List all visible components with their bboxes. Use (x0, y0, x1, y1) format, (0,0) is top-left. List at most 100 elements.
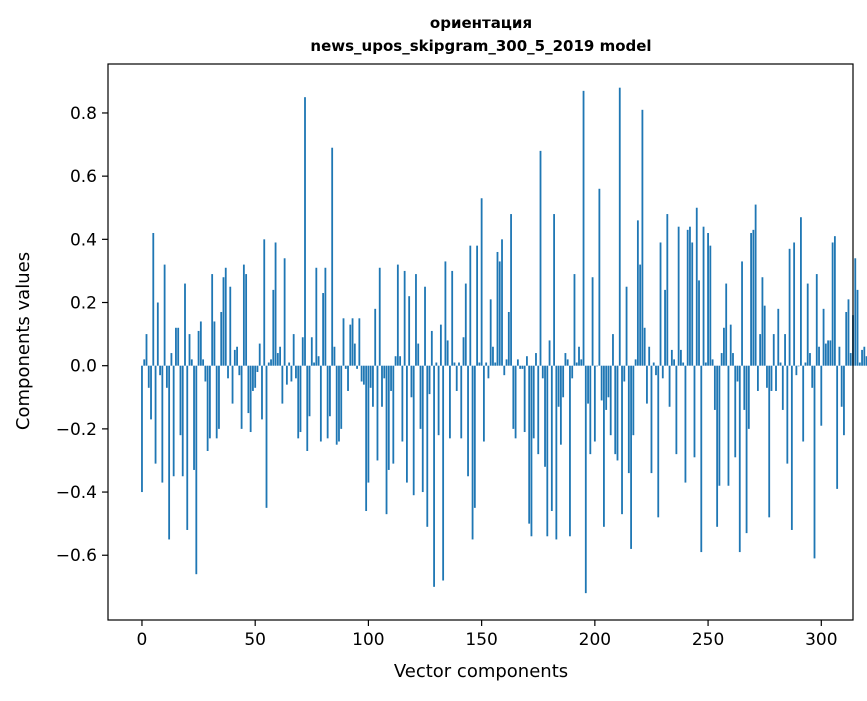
bar-109 (387, 365, 390, 470)
bar-13 (170, 353, 173, 366)
bar-264 (738, 365, 741, 553)
bar-219 (636, 220, 639, 366)
bar-24 (195, 365, 198, 575)
bar-139 (455, 365, 458, 391)
bar-40 (231, 365, 234, 404)
bar-27 (202, 359, 205, 366)
bar-102 (372, 365, 374, 407)
bar-188 (566, 359, 569, 366)
bar-141 (460, 365, 463, 439)
bar-216 (630, 365, 632, 549)
bar-319 (863, 346, 866, 366)
bar-18 (181, 365, 184, 477)
bar-129 (433, 365, 435, 587)
bar-222 (643, 327, 646, 366)
bar-49 (252, 365, 254, 391)
y-tick-label: 0.6 (70, 167, 97, 187)
bar-269 (750, 233, 752, 366)
bar-179 (546, 365, 549, 537)
bar-243 (691, 242, 694, 366)
bar-62 (281, 365, 284, 404)
bar-294 (806, 283, 809, 366)
bar-155 (492, 346, 494, 366)
bar-167 (519, 365, 522, 369)
bar-125 (424, 286, 426, 366)
bar-51 (256, 365, 259, 373)
bar-255 (718, 365, 721, 486)
bar-2 (145, 334, 148, 366)
bar-45 (242, 264, 245, 366)
bar-123 (419, 365, 422, 429)
bar-318 (861, 349, 863, 366)
bar-5 (152, 233, 155, 366)
bar-261 (732, 353, 734, 366)
bar-107 (383, 365, 386, 379)
bar-277 (768, 365, 771, 518)
bar-246 (698, 280, 700, 366)
bar-200 (593, 365, 596, 442)
bar-161 (505, 359, 508, 366)
bar-226 (652, 362, 655, 366)
bar-289 (795, 365, 798, 376)
bar-114 (399, 356, 402, 366)
bar-105 (378, 267, 381, 366)
bar-163 (510, 214, 512, 366)
bar-308 (838, 346, 841, 366)
bar-242 (689, 226, 691, 366)
bar-80 (322, 293, 325, 366)
bar-145 (469, 245, 472, 366)
bar-310 (843, 365, 845, 436)
x-tick-label: 50 (244, 630, 266, 650)
bar-95 (356, 365, 358, 369)
bar-288 (793, 242, 796, 366)
bar-134 (444, 261, 447, 366)
bar-100 (367, 365, 370, 483)
bar-239 (682, 362, 685, 366)
bar-143 (464, 283, 467, 366)
x-tick-label: 100 (352, 630, 384, 650)
bar-176 (539, 150, 542, 366)
bar-106 (381, 365, 383, 407)
bar-103 (374, 308, 377, 366)
bar-158 (498, 261, 501, 366)
bar-128 (430, 330, 433, 366)
bar-135 (446, 340, 449, 366)
ticks-layer: 0 50 100 150 200 250 300 −0.6 −0.4 −0.2 0.0 0.2 0.4 0… (56, 104, 838, 650)
bar-124 (421, 365, 424, 493)
bar-253 (713, 365, 716, 410)
bar-165 (514, 365, 517, 439)
bar-88 (340, 365, 343, 429)
bar-81 (324, 267, 327, 366)
bar-83 (329, 365, 331, 417)
bar-146 (471, 365, 474, 540)
bar-137 (451, 270, 454, 366)
chart-subtitle: news_upos_skipgram_300_5_2019 model (310, 37, 651, 55)
bar-11 (165, 365, 168, 388)
y-tick-label: 0.4 (70, 230, 97, 250)
bar-52 (258, 343, 261, 366)
bar-37 (224, 267, 227, 366)
bar-150 (480, 198, 483, 366)
bar-104 (376, 365, 379, 461)
bar-98 (362, 365, 365, 385)
bar-1 (143, 359, 146, 366)
bar-101 (369, 365, 372, 388)
bar-278 (770, 365, 773, 391)
bar-275 (763, 305, 766, 366)
bar-183 (555, 365, 558, 540)
bar-57 (270, 359, 272, 366)
bar-10 (163, 264, 166, 366)
bar-175 (537, 365, 540, 455)
bar-132 (439, 324, 442, 366)
bar-21 (188, 334, 191, 366)
bar-291 (800, 217, 802, 366)
bar-12 (168, 365, 171, 540)
bar-153 (487, 365, 490, 379)
x-tick-label: 200 (579, 630, 611, 650)
y-tick-label: 0.2 (70, 294, 97, 314)
bar-38 (227, 365, 229, 379)
bar-112 (394, 356, 397, 366)
bar-186 (562, 365, 565, 398)
bar-236 (675, 365, 678, 455)
bar-224 (648, 346, 651, 366)
